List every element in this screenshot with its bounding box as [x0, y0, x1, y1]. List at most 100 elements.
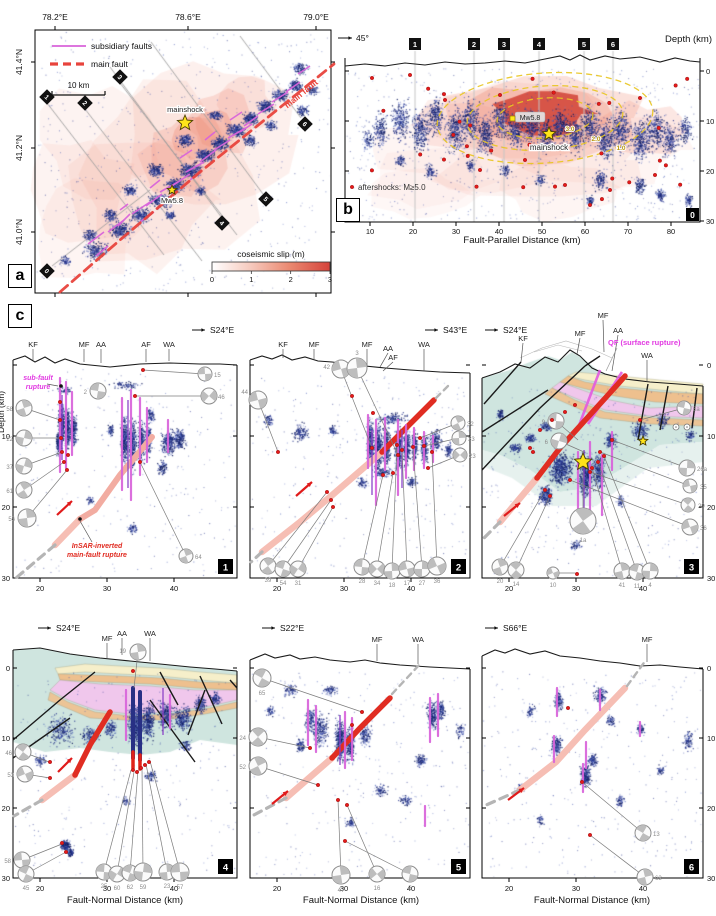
aftershock-m5-dot: [411, 445, 416, 450]
aftershock-m5-dot: [381, 108, 386, 113]
panel-b-frame: [344, 58, 701, 223]
beachball-number: 54: [280, 581, 287, 587]
aftershock-m5-dot: [531, 450, 536, 455]
subsidiary-fault-line: [131, 201, 151, 215]
beachball-leader: [599, 451, 691, 487]
aftershock-m5-dot: [627, 180, 632, 185]
beachball-number: 20: [497, 579, 504, 585]
beachball-quadrant: [15, 463, 24, 474]
fault-extension-dashed: [249, 550, 264, 564]
aftershock-m5-dot: [276, 450, 281, 455]
section-3-badge: [684, 559, 699, 574]
section-1-badge-number: 1: [223, 563, 229, 574]
beachball-quadrant: [682, 408, 691, 415]
aftershock-m5-dot: [369, 168, 374, 173]
section6-x-axis-title: Fault-Normal Distance (km): [533, 895, 651, 906]
x-tick-label: 20: [273, 884, 281, 893]
beachball-number: 18: [389, 583, 396, 589]
section-number: 5: [582, 40, 586, 49]
beachball-quadrant: [678, 467, 687, 476]
aftershock-m5-dot: [543, 488, 548, 493]
arrow-head: [271, 626, 275, 630]
beachball-leader: [356, 367, 399, 456]
fault-name-label: KF: [518, 334, 528, 343]
beachball-number: 17: [404, 581, 411, 587]
x-tick-label: 20: [36, 584, 44, 593]
section-5-frame: [249, 660, 471, 879]
slip-contour: [436, 71, 654, 165]
section-1-azimuth-label: S24°E: [210, 325, 235, 335]
fault-name-label: WA: [418, 340, 430, 349]
colorbar-tick-label: 0: [210, 275, 214, 284]
beachball-quadrant: [289, 564, 298, 576]
latitude-tick-label: 41.4°N: [14, 49, 24, 75]
section-number: 3: [502, 40, 506, 49]
panel-b-letter: b: [336, 198, 360, 222]
panel-b-x-tick-label: 70: [624, 227, 632, 236]
depth-tick-label: 0: [707, 361, 711, 370]
panel-a-letter: a: [8, 264, 32, 288]
panel-b-x-axis-title: Fault-Parallel Distance (km): [463, 235, 581, 246]
beachball-quadrant: [629, 564, 640, 572]
beachball-quadrant: [122, 864, 133, 873]
beachball-quadrant: [254, 757, 267, 766]
subsidiary-fault-line: [179, 149, 193, 159]
beachball-leader: [129, 769, 139, 874]
fault-name-label: WA: [641, 351, 653, 360]
x-tick-label: 40: [407, 584, 415, 593]
beachball-quadrant: [492, 567, 503, 576]
beachball-number: 23: [469, 454, 476, 460]
beachball-quadrant: [18, 518, 29, 527]
latitude-tick-label: 41.0°N: [14, 219, 24, 245]
subsidiary-fault-line: [95, 245, 109, 257]
arrow-head: [282, 791, 288, 796]
beachball-leader: [116, 771, 135, 875]
beachball-number: 58: [6, 407, 13, 413]
aftershock-m5-dot: [566, 706, 571, 711]
beachball-number: 44: [241, 390, 248, 396]
beachball-leader: [282, 499, 332, 570]
fault-label-leader: [379, 352, 389, 368]
fault-label-leader: [520, 342, 524, 363]
panel-b-x-tick-label: 50: [538, 227, 546, 236]
aftershock-m5-dot: [498, 92, 503, 97]
beachball-number: 23: [164, 884, 171, 890]
beachball-quadrant: [553, 570, 559, 579]
colorbar-tick-label: 3: [328, 275, 332, 284]
section-number-box: [468, 38, 480, 50]
aftershock-m5-dot: [59, 436, 64, 441]
beachball-quadrant: [143, 863, 152, 874]
aftershock-m5-dot: [656, 125, 661, 130]
beachball-quadrant: [96, 863, 105, 872]
panel-b-x-tick-label: 30: [452, 227, 460, 236]
beachball-leader: [340, 368, 373, 449]
panel-b-topography: [344, 54, 701, 67]
beachball-number: 35: [700, 485, 707, 491]
mw58-label: Mw5.8: [161, 196, 183, 205]
fault-name-label: KF: [278, 340, 288, 349]
beachball-quadrant: [347, 368, 359, 378]
fault-name-label: MF: [598, 311, 609, 320]
elevation-contour: [519, 340, 613, 359]
depth-tick-label: 10: [2, 432, 10, 441]
aftershock-m5-dot: [345, 803, 350, 808]
arrow-head: [518, 788, 524, 793]
aftershock-m5-dot: [370, 75, 375, 80]
beachball-quadrant: [16, 436, 24, 446]
beachball-number: 26a: [697, 467, 708, 473]
beachball-quadrant: [398, 561, 407, 571]
section-5-badge-number: 5: [456, 863, 462, 874]
insar-rupture-bright: [329, 695, 393, 761]
beachball-quadrant: [458, 430, 466, 438]
insar-rupture-mid: [77, 434, 155, 522]
aftershock-m5-dot: [408, 72, 413, 77]
aftershock-m5-dot: [663, 163, 668, 168]
section-6-badge-number: 6: [689, 863, 694, 874]
beachball-leader: [267, 491, 328, 567]
beachball-number: 56: [8, 517, 15, 523]
longitude-tick-label: 79.0°E: [303, 12, 329, 22]
depth-tick-label: 0: [707, 664, 711, 673]
fault-name-label: WA: [412, 635, 424, 644]
section-location-marker: 2: [77, 95, 93, 111]
panel-b-mainshock-label: mainshock: [530, 143, 569, 152]
